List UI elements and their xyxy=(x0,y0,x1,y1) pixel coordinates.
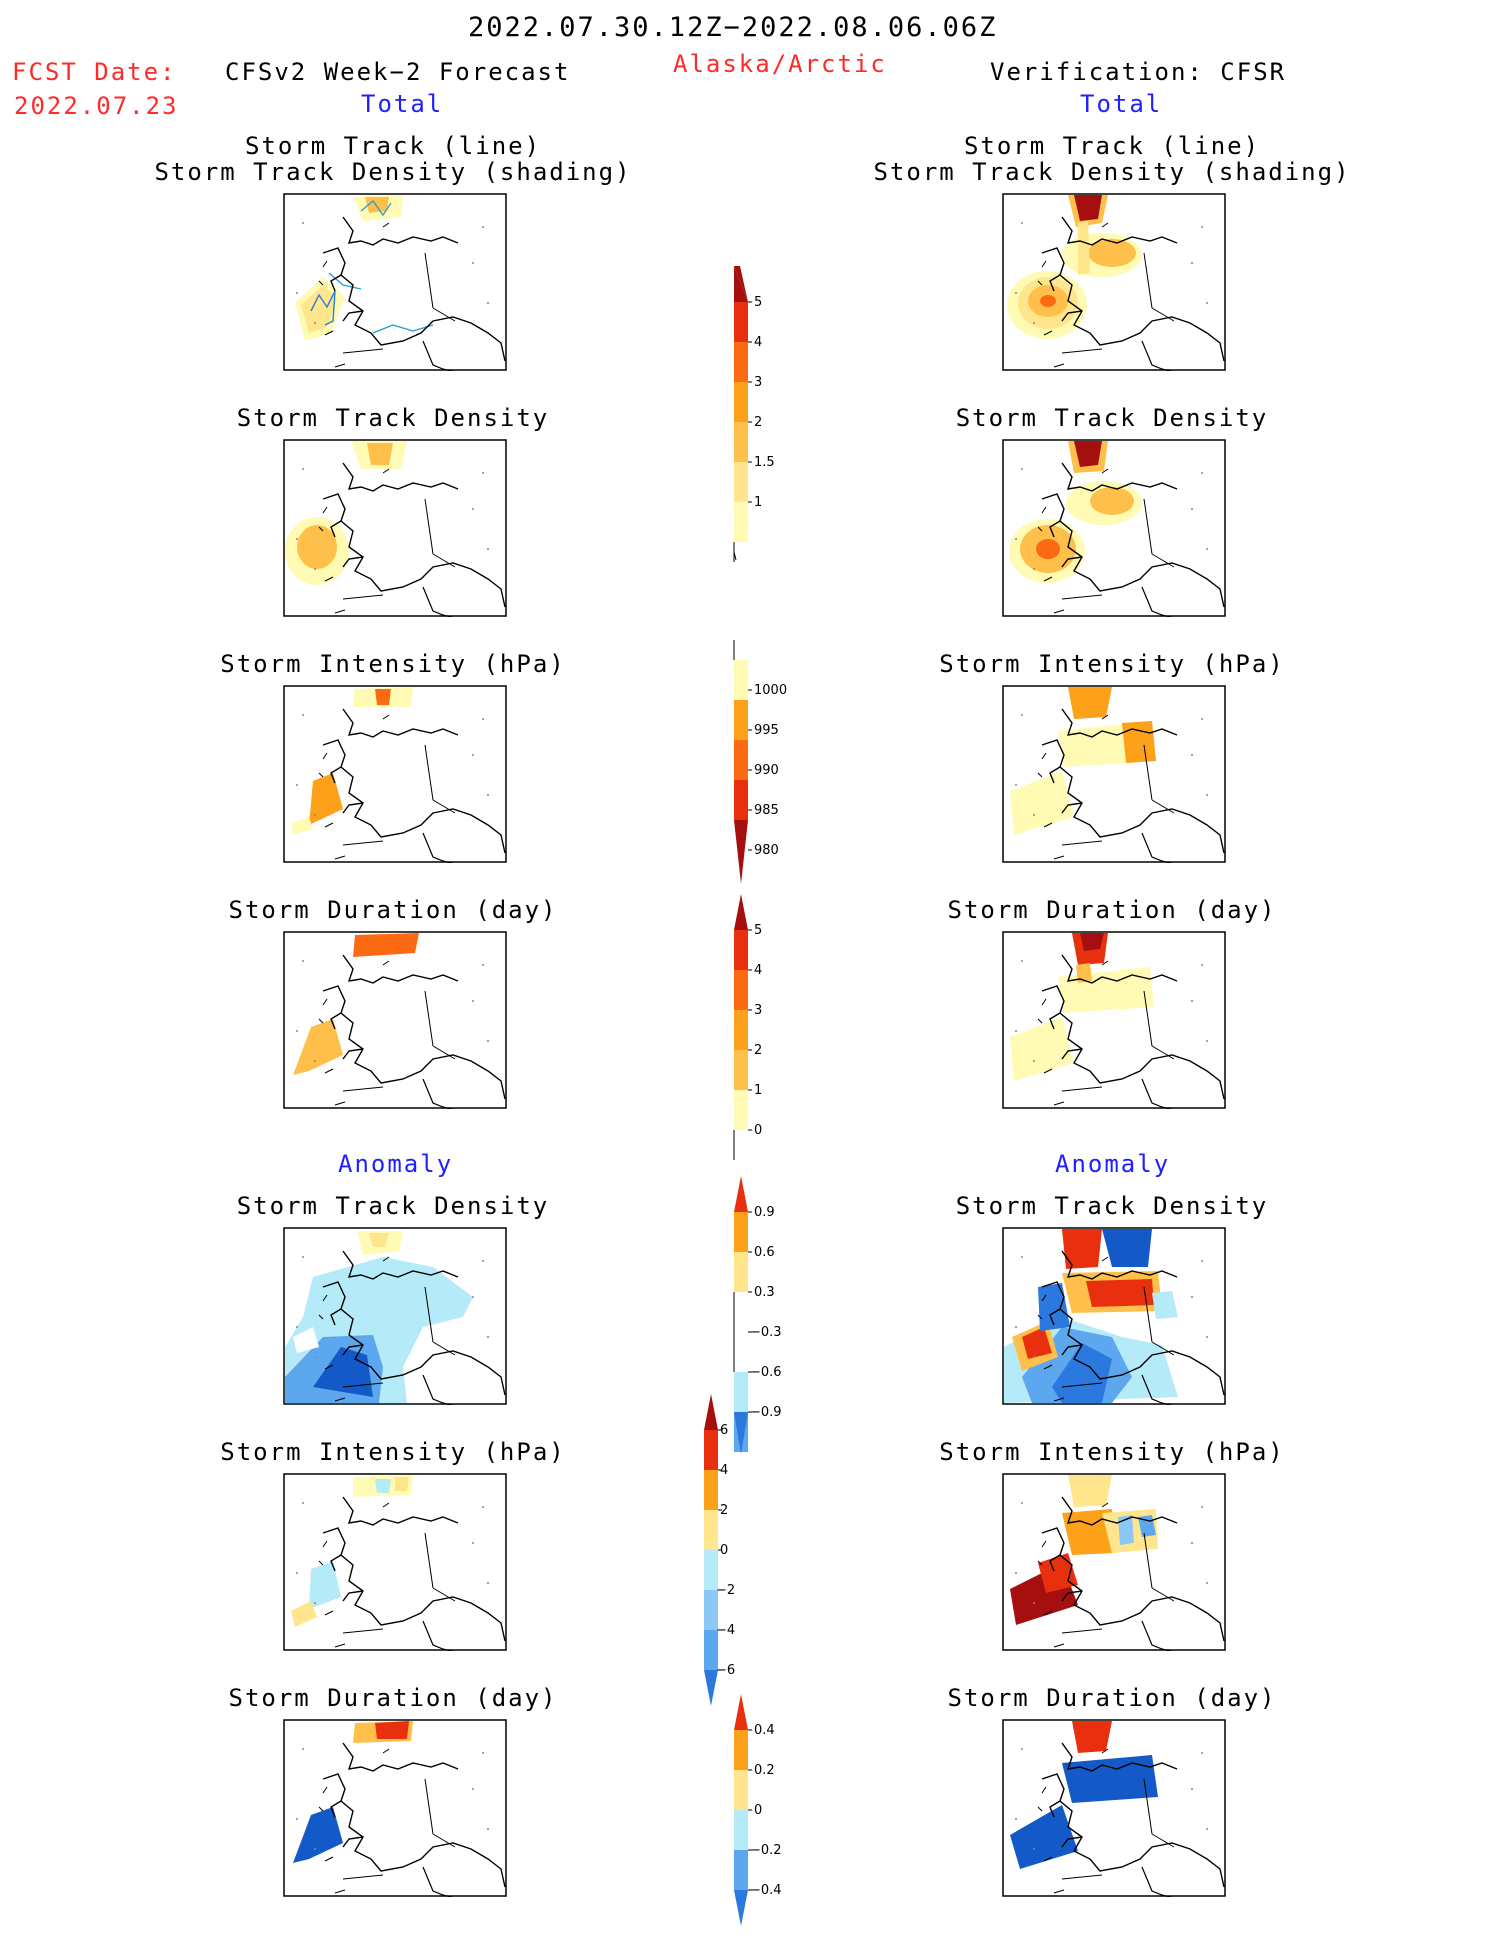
cb-anom-intensity-tick: −6 xyxy=(716,1663,735,1678)
cb-duration-tick: 5 xyxy=(754,923,762,938)
colorbar-density-anomaly: 0.9 0.6 0.3 −0.3 −0.6 −0.9 xyxy=(733,1176,782,1454)
right-track-line-title: Storm Track (line) xyxy=(963,132,1261,160)
cb-intensity-tick: 990 xyxy=(754,763,779,778)
map-forecast-anomaly-density xyxy=(283,1227,507,1405)
colorbar-intensity-anomaly: 6 4 2 0 −2 −4 −6 xyxy=(704,1394,735,1706)
cb-duration-tick: 0 xyxy=(754,1123,762,1138)
right-anom-density-title: Storm Track Density xyxy=(955,1192,1269,1220)
left-anom-density-title: Storm Track Density xyxy=(236,1192,550,1220)
cb-anom-duration-tick: −0.2 xyxy=(750,1843,782,1858)
colorbar-duration-total: 5 4 3 2 1 0 xyxy=(733,894,762,1160)
map-verification-duration xyxy=(1002,931,1226,1109)
region-title: Alaska/Arctic xyxy=(673,50,887,78)
cb-density-tick: 2 xyxy=(754,415,762,430)
cb-intensity-tick: 995 xyxy=(754,723,779,738)
cb-intensity-tick: 1000 xyxy=(754,683,787,698)
fcst-date-value: 2022.07.23 xyxy=(14,92,179,120)
cb-anom-duration-tick: 0.2 xyxy=(754,1763,775,1778)
map-forecast-density xyxy=(283,439,507,617)
date-range-title: 2022.07.30.12Z−2022.08.06.06Z xyxy=(468,12,998,43)
left-track-line-title: Storm Track (line) xyxy=(244,132,542,160)
cb-anom-duration-tick: 0.4 xyxy=(754,1723,775,1738)
forecast-total-label: Total xyxy=(361,90,444,118)
cb-anom-density-tick: 0.3 xyxy=(754,1285,775,1300)
left-track-shading-title: Storm Track Density (shading) xyxy=(154,158,632,186)
cb-anom-intensity-tick: 2 xyxy=(720,1503,728,1518)
map-verification-anomaly-duration xyxy=(1002,1719,1226,1897)
cb-anom-duration-tick: −0.4 xyxy=(750,1883,782,1898)
cb-anom-intensity-tick: −4 xyxy=(716,1623,735,1638)
forecast-anomaly-label: Anomaly xyxy=(338,1150,454,1178)
cb-anom-density-tick: −0.6 xyxy=(750,1365,782,1380)
map-forecast-track-density xyxy=(283,193,507,371)
forecast-title: CFSv2 Week−2 Forecast xyxy=(225,58,571,86)
cb-duration-tick: 4 xyxy=(754,963,762,978)
colorbar-duration-anomaly: 0.4 0.2 0 −0.2 −0.4 xyxy=(734,1694,782,1926)
map-verification-anomaly-density xyxy=(1002,1227,1226,1405)
right-duration-title: Storm Duration (day) xyxy=(947,896,1277,924)
cb-density-tick: 1 xyxy=(754,495,762,510)
map-verification-track-density xyxy=(1002,193,1226,371)
cb-density-tick: 3 xyxy=(754,375,762,390)
cb-density-tick: 4 xyxy=(754,335,762,350)
cb-anom-duration-tick: 0 xyxy=(754,1803,762,1818)
map-verification-anomaly-intensity xyxy=(1002,1473,1226,1651)
fcst-date-label: FCST Date: xyxy=(12,58,177,86)
right-track-shading-title: Storm Track Density (shading) xyxy=(873,158,1351,186)
cb-anom-intensity-tick: −2 xyxy=(716,1583,735,1598)
cb-duration-tick: 1 xyxy=(754,1083,762,1098)
cb-anom-density-tick: 0.6 xyxy=(754,1245,775,1260)
map-forecast-duration xyxy=(283,931,507,1109)
map-verification-intensity xyxy=(1002,685,1226,863)
left-density-title: Storm Track Density xyxy=(236,404,550,432)
cb-anom-density-tick: −0.9 xyxy=(750,1405,782,1420)
cb-duration-tick: 2 xyxy=(754,1043,762,1058)
cb-anom-density-tick: −0.3 xyxy=(750,1325,782,1340)
cb-density-tick: 1.5 xyxy=(754,455,775,470)
map-verification-density xyxy=(1002,439,1226,617)
cb-anom-intensity-tick: 0 xyxy=(720,1543,728,1558)
cb-intensity-tick: 985 xyxy=(754,803,779,818)
colorbar-density-total: 5 4 3 2 1.5 1 xyxy=(733,266,775,562)
right-anom-duration-title: Storm Duration (day) xyxy=(947,1684,1277,1712)
cb-density-tick: 5 xyxy=(754,295,762,310)
right-density-title: Storm Track Density xyxy=(955,404,1269,432)
colorbar-intensity-total: 1000 995 990 985 980 xyxy=(733,640,787,884)
left-duration-title: Storm Duration (day) xyxy=(228,896,558,924)
left-intensity-title: Storm Intensity (hPa) xyxy=(220,650,566,678)
map-forecast-intensity xyxy=(283,685,507,863)
map-forecast-anomaly-intensity xyxy=(283,1473,507,1651)
map-forecast-anomaly-duration xyxy=(283,1719,507,1897)
right-intensity-title: Storm Intensity (hPa) xyxy=(939,650,1285,678)
left-anom-duration-title: Storm Duration (day) xyxy=(228,1684,558,1712)
cb-anom-intensity-tick: 6 xyxy=(720,1423,728,1438)
cb-anom-density-tick: 0.9 xyxy=(754,1205,775,1220)
right-anom-intensity-title: Storm Intensity (hPa) xyxy=(939,1438,1285,1466)
verification-anomaly-label: Anomaly xyxy=(1055,1150,1171,1178)
verification-total-label: Total xyxy=(1080,90,1163,118)
left-anom-intensity-title: Storm Intensity (hPa) xyxy=(220,1438,566,1466)
cb-duration-tick: 3 xyxy=(754,1003,762,1018)
cb-anom-intensity-tick: 4 xyxy=(720,1463,728,1478)
verification-title: Verification: CFSR xyxy=(990,58,1287,86)
cb-intensity-tick: 980 xyxy=(754,843,779,858)
